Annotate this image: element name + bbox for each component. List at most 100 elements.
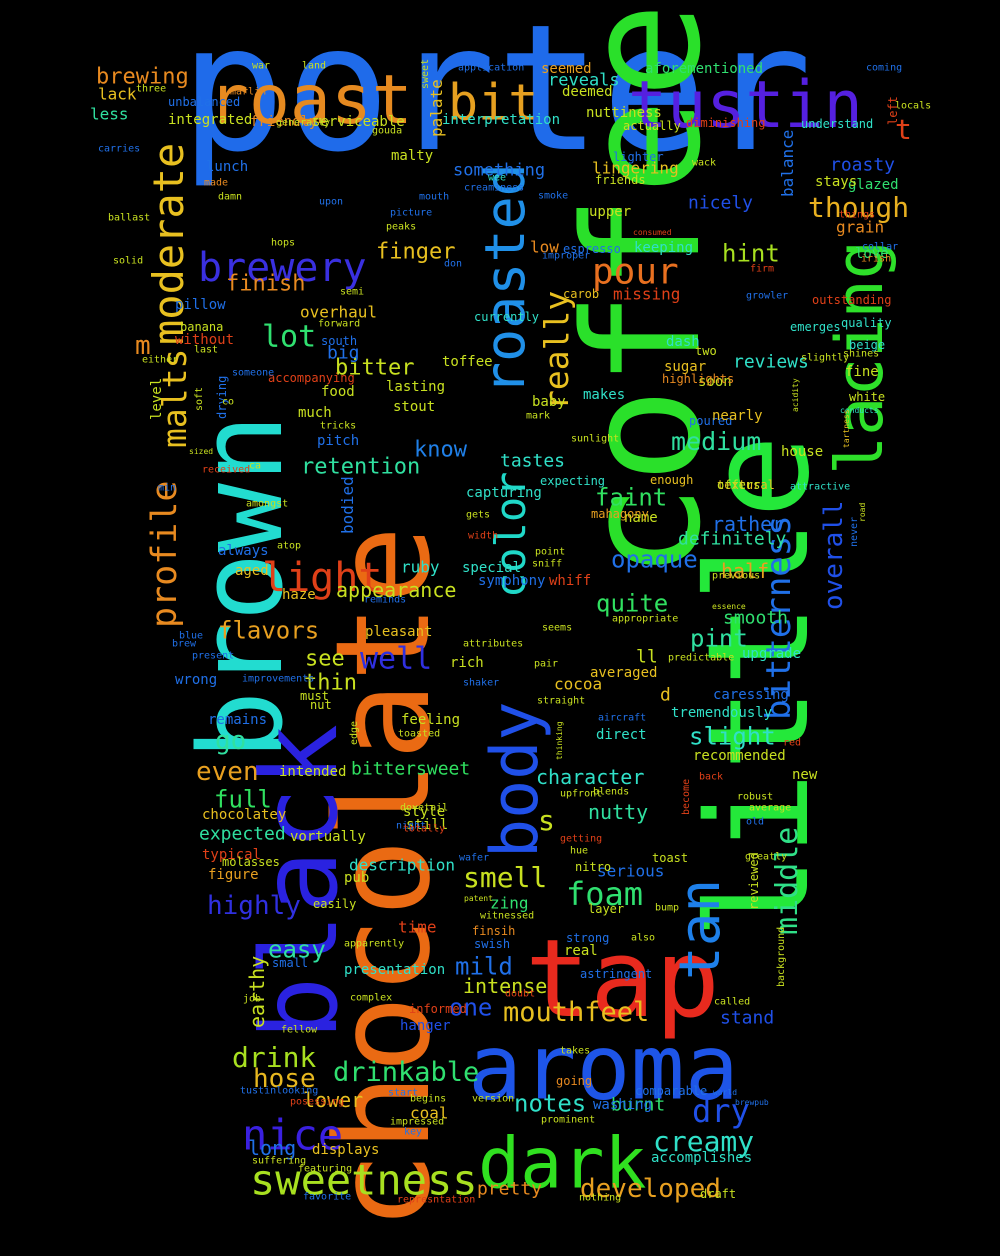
cloud-word: lingering [592,158,679,178]
cloud-word: nothing [579,1192,622,1204]
cloud-word: one [449,993,493,1022]
cloud-word: shaker [463,677,500,689]
cloud-word: lack [98,84,137,104]
cloud-word: bittersweet [351,758,471,780]
cloud-word: flavors [218,616,320,645]
cloud-word: thinking [555,721,564,760]
cloud-word: mouth [419,191,450,203]
cloud-word: direct [596,727,647,744]
cloud-word: represntation [397,1194,476,1206]
cloud-word: night [396,820,427,832]
cloud-word: edge [349,720,360,745]
cloud-word: old [746,816,765,828]
cloud-word: nut [310,697,332,712]
cloud-word: nuttiness [586,105,662,122]
cloud-word: carob [563,286,600,301]
cloud-word: interpretation [442,112,561,129]
cloud-word: bodied [338,476,357,534]
cloud-word: don [444,258,463,270]
cloud-word: fine [845,364,879,381]
cloud-word: highly [207,890,301,921]
cloud-word: mahagony [591,506,649,521]
cloud-word: washing [593,1097,653,1114]
cloud-word: thin [304,670,357,696]
cloud-word: makes [583,387,626,404]
cloud-word: three [136,83,167,95]
cloud-word: robust [737,791,774,803]
cloud-word: nice [242,1110,344,1160]
cloud-word: impressed [390,1116,445,1128]
cloud-word: emerges [790,319,841,334]
cloud-word: stout [393,399,436,416]
cloud-word: gets [466,509,491,521]
cloud-word: know [414,437,467,463]
cloud-word: background [776,926,787,987]
cloud-word: begins [410,1093,447,1105]
cloud-word: soft [194,386,205,411]
cloud-word: wafer [459,852,490,864]
cloud-word: hops [271,237,296,249]
cloud-word: aircraft [598,712,647,724]
cloud-word: tan [668,878,733,980]
cloud-word: gouda [372,125,403,137]
cloud-word: bit [448,73,539,132]
cloud-word: attractive [790,481,851,493]
cloud-word: half [721,559,770,583]
cloud-word: finish [226,271,306,297]
cloud-word: outstanding [812,292,892,307]
cloud-word: improper [542,250,591,262]
cloud-word: integrated [168,112,253,129]
cloud-word: profile [145,480,185,628]
cloud-word: time [398,917,437,937]
cloud-word: picture [390,207,433,219]
cloud-word: reviews [733,351,809,373]
cloud-word: sized [189,447,214,457]
cloud-word: war [252,60,271,72]
cloud-word: level [149,377,165,420]
cloud-word: whiff [549,573,592,590]
cloud-word: wack [692,157,717,169]
cloud-word: easily [313,896,357,911]
cloud-word: dash [666,334,700,351]
cloud-word: strong [566,930,610,945]
cloud-word: sniff [532,558,563,570]
cloud-word: middle [770,826,805,935]
cloud-word: figure [208,867,259,884]
cloud-word: capturing [466,485,542,502]
cloud-word: still [406,817,449,834]
cloud-word: tustinlooking [240,1085,319,1097]
cloud-word: back [699,771,724,783]
cloud-word: earthy [245,955,269,1028]
cloud-word: expecting [540,473,606,488]
cloud-word: featuring [298,1163,353,1175]
cloud-word: beige [849,337,886,352]
cloud-word: nutty [588,800,649,824]
cloud-word: much [298,405,332,422]
cloud-word: missing [613,284,681,304]
cloud-word: medium [671,426,762,456]
cloud-word: nitro [575,859,612,874]
cloud-word: love [855,246,889,263]
cloud-word: overhaul [300,302,378,322]
cloud-word: expected [199,823,286,845]
cloud-word: toffee [442,354,493,371]
cloud-word: special [462,560,522,577]
cloud-word: baby [532,394,566,411]
cloud-word: dovetail [400,802,449,814]
cloud-word: mouthfeel [503,997,650,1029]
cloud-word: stand [720,1007,775,1029]
cloud-word: totally [403,823,446,835]
cloud-word: soon [698,374,732,391]
cloud-word: t [895,113,912,147]
cloud-word: lot [262,319,317,355]
cloud-word: improvements [242,673,315,685]
cloud-word: style [403,804,446,821]
cloud-word: pretty [477,1178,543,1200]
cloud-word: see [305,646,345,672]
cloud-word: witnessed [480,910,535,922]
cloud-word: upper [589,204,632,221]
cloud-word: reminds [364,594,407,606]
cloud-word: accomplishes [651,1150,753,1167]
cloud-word: essence [712,602,746,612]
